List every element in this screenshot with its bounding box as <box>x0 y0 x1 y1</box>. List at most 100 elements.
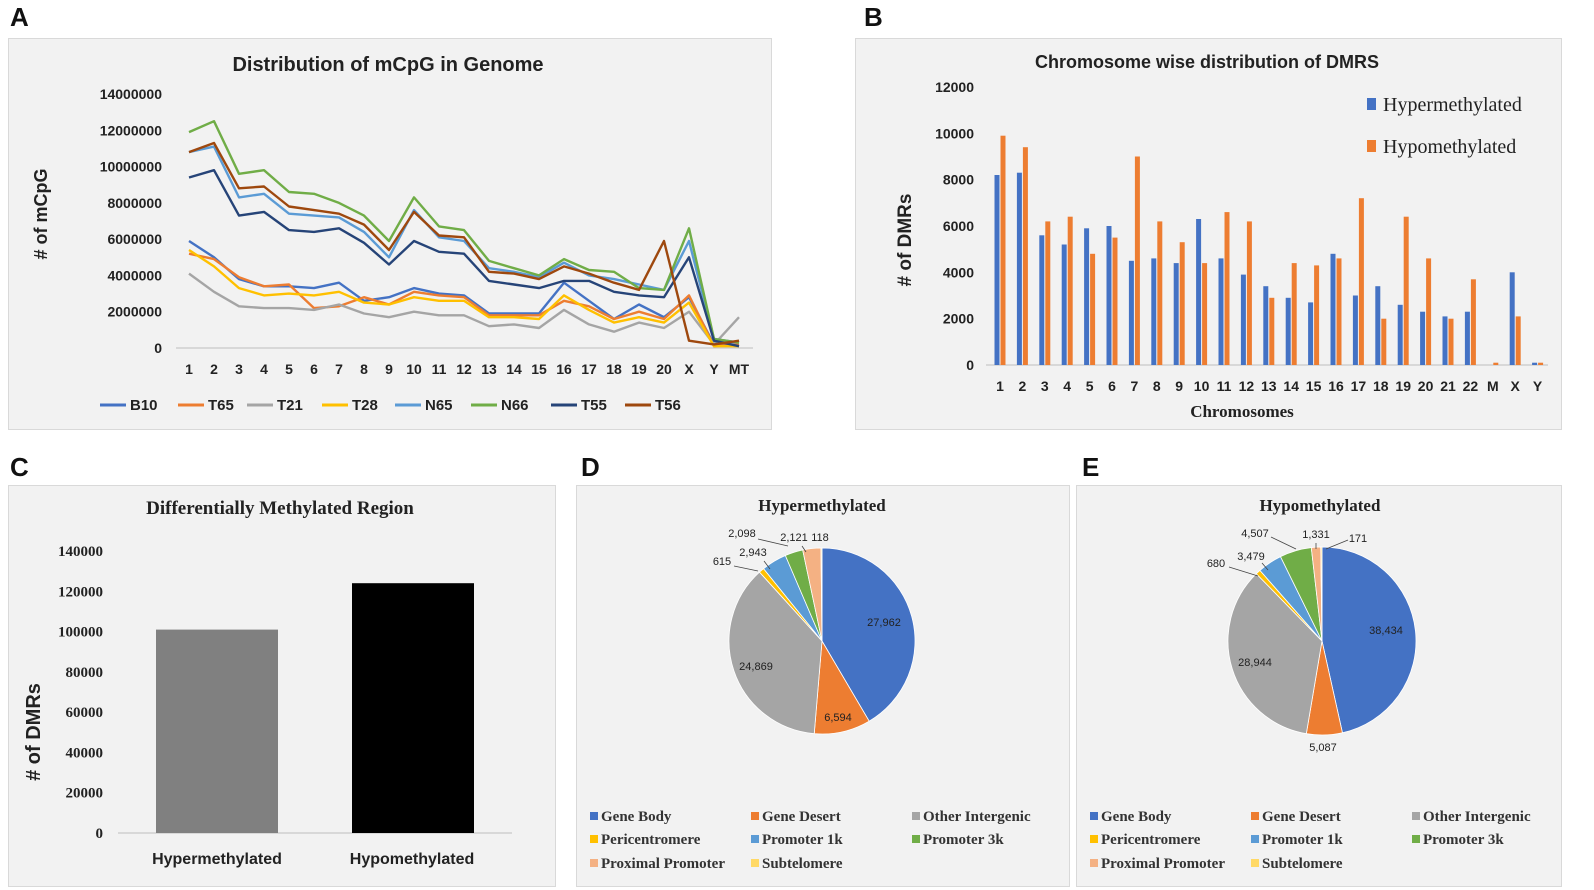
chart-e-data-label: 4,507 <box>1241 528 1269 540</box>
chart-d-legend-label: Other Intergenic <box>923 809 1031 825</box>
chart-e-data-label: 680 <box>1207 558 1225 570</box>
chart-b-bar <box>1358 198 1364 365</box>
chart-d-data-label: 2,943 <box>739 547 767 559</box>
chart-e-legend-label: Promoter 1k <box>1262 832 1343 848</box>
panel-letter-d: D <box>581 452 600 482</box>
chart-b-ytick: 0 <box>966 357 974 373</box>
chart-e-legend-swatch <box>1090 812 1098 820</box>
chart-c-ytick: 80000 <box>66 665 104 681</box>
chart-b-bar <box>1134 156 1140 365</box>
chart-d-data-label: 2,121 <box>780 532 808 544</box>
chart-a-xtick: X <box>684 361 694 377</box>
chart-e-legend-label: Gene Desert <box>1262 809 1341 825</box>
chart-d-legend-label: Gene Body <box>601 809 672 825</box>
chart-d-legend-swatch <box>751 859 759 867</box>
chart-b-ytick: 12000 <box>935 79 974 95</box>
chart-b-bar <box>1112 237 1118 365</box>
chart-b-xtick: 2 <box>1019 378 1027 394</box>
chart-d-legend-label: Subtelomere <box>762 856 843 872</box>
chart-d-data-label: 2,098 <box>728 528 756 540</box>
chart-a-xtick: 15 <box>531 361 547 377</box>
chart-a-series-line <box>188 141 740 346</box>
chart-b-xlabel: Chromosomes <box>1190 402 1294 421</box>
chart-d-leader-line <box>757 538 789 547</box>
chart-b-ytick: 4000 <box>943 264 974 280</box>
chart-d-legend-label: Proximal Promoter <box>601 856 725 872</box>
chart-b-bar <box>994 175 1000 365</box>
chart-b-bar <box>1532 362 1538 365</box>
chart-b-bar <box>1291 263 1297 365</box>
chart-d-slice <box>821 547 916 722</box>
chart-a-legend-label: T55 <box>581 397 607 414</box>
chart-b-bar <box>1269 297 1275 365</box>
chart-d-data-label: 6,594 <box>824 712 852 724</box>
chart-b-bar <box>1202 263 1208 365</box>
chart-b-bar <box>1314 265 1320 365</box>
chart-b-bar <box>1084 228 1090 365</box>
chart-a-series-line <box>188 145 740 344</box>
chart-a-xtick: 4 <box>260 361 268 377</box>
chart-b-xtick: 17 <box>1351 378 1367 394</box>
chart-a-legend-label: N66 <box>501 397 529 414</box>
chart-b-ytick: 6000 <box>943 218 974 234</box>
chart-d-data-label: 118 <box>811 532 829 544</box>
chart-e-legend-label: Proximal Promoter <box>1101 856 1225 872</box>
chart-b-xtick: 16 <box>1328 378 1344 394</box>
chart-b-bar <box>1470 279 1476 365</box>
chart-b-ytick: 2000 <box>943 311 974 327</box>
chart-a-xtick: 12 <box>456 361 472 377</box>
chart-b-xtick: 11 <box>1217 378 1232 394</box>
chart-b-xtick: 10 <box>1194 378 1210 394</box>
chart-b-xtick: 9 <box>1175 378 1183 394</box>
chart-a-ytick: 0 <box>154 340 162 356</box>
chart-e-leader-line <box>1261 562 1269 571</box>
chart-b-bar <box>1285 297 1291 365</box>
chart-e-legend-swatch <box>1090 835 1098 843</box>
chart-c-ytick: 120000 <box>58 584 103 600</box>
chart-b-bar <box>1016 172 1022 365</box>
chart-e-data-label: 3,479 <box>1237 551 1265 563</box>
chart-b-bar <box>1442 316 1448 365</box>
chart-b-legend-swatch <box>1367 98 1376 110</box>
chart-b-bar <box>1336 258 1342 365</box>
chart-b-bar <box>1128 260 1134 366</box>
chart-b-ylabel: # of DMRs <box>895 194 916 287</box>
chart-e-legend-swatch <box>1412 812 1420 820</box>
chart-b-bar <box>1509 272 1515 365</box>
chart-b-bar <box>1173 263 1179 365</box>
chart-b-bar <box>1045 221 1051 365</box>
chart-e-legend-swatch <box>1090 859 1098 867</box>
chart-d-legend-label: Promoter 1k <box>762 832 843 848</box>
chart-b-xtick: 18 <box>1373 378 1389 394</box>
chart-a-xtick: 17 <box>581 361 597 377</box>
panel-letter-e: E <box>1082 452 1100 482</box>
chart-b-bar <box>1061 244 1067 365</box>
chart-a-ylabel: # of mCpG <box>31 168 51 259</box>
chart-b-bar <box>1218 258 1224 365</box>
chart-a-ytick: 12000000 <box>100 122 163 138</box>
chart-c-ytick: 140000 <box>58 544 103 560</box>
chart-c-ytick: 40000 <box>66 745 104 761</box>
chart-b-bar <box>1448 318 1454 365</box>
chart-d-slice <box>728 571 823 735</box>
chart-d-data-label: 24,869 <box>739 661 773 673</box>
chart-b-bar <box>1515 316 1521 365</box>
chart-d-legend-swatch <box>590 835 598 843</box>
chart-e-data-label: 5,087 <box>1309 742 1337 754</box>
chart-b-xtick: 20 <box>1418 378 1434 394</box>
chart-a-xtick: 16 <box>556 361 572 377</box>
chart-d-slice <box>820 547 823 642</box>
chart-e-legend-swatch <box>1251 812 1259 820</box>
chart-d-legend-label: Pericentromere <box>601 832 701 848</box>
chart-a-ytick: 2000000 <box>107 304 162 320</box>
chart-b-bar <box>1426 258 1432 365</box>
chart-a-legend-label: T56 <box>655 397 681 414</box>
chart-b-bar <box>1246 221 1252 365</box>
chart-d-legend-swatch <box>751 835 759 843</box>
chart-e-data-label: 28,944 <box>1238 657 1272 669</box>
chart-d-legend-swatch <box>590 812 598 820</box>
chart-a-xtick: 19 <box>631 361 647 377</box>
chart-d-leader-line <box>733 565 759 572</box>
chart-d-legend-swatch <box>590 859 598 867</box>
chart-a-legend-label: B10 <box>130 397 158 414</box>
